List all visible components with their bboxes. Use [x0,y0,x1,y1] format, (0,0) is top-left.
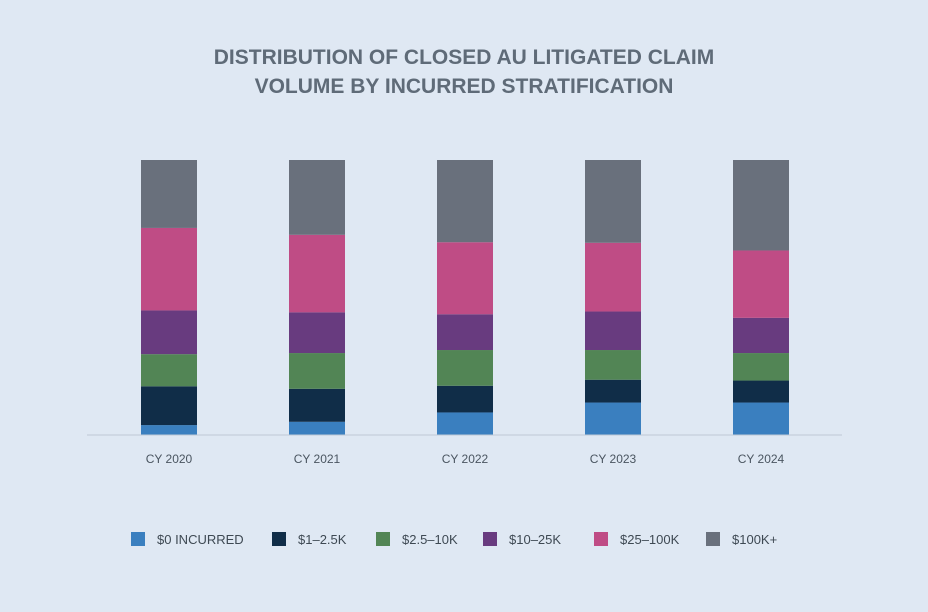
x-tick-label: CY 2020 [146,452,193,466]
bar-segment-cy-2024-series-5 [733,160,789,251]
bar-segment-cy-2023-series-1 [585,379,641,403]
legend-swatch [272,532,286,546]
bar-segment-cy-2020-series-2 [141,354,197,387]
legend-swatch [594,532,608,546]
legend-label: $25–100K [620,532,680,547]
x-tick-label: CY 2021 [294,452,341,466]
bar-segment-cy-2024-series-4 [733,250,789,318]
legend-swatch [376,532,390,546]
bar-segment-cy-2020-series-3 [141,310,197,355]
bar-segment-cy-2022-series-4 [437,242,493,315]
legend-swatch [131,532,145,546]
bars [141,160,789,435]
bar-segment-cy-2022-series-5 [437,160,493,243]
bar-segment-cy-2023-series-3 [585,311,641,351]
legend: $0 INCURRED $1–2.5K $2.5–10K $10–25K $25–100… [131,532,777,547]
bar-segment-cy-2020-series-1 [141,386,197,426]
x-tick-label: CY 2024 [738,452,785,466]
bar-segment-cy-2024-series-1 [733,380,789,403]
bar-segment-cy-2021-series-4 [289,234,345,313]
x-tick-label: CY 2023 [590,452,637,466]
legend-swatch [706,532,720,546]
bar-segment-cy-2021-series-5 [289,160,345,235]
bar-segment-cy-2023-series-4 [585,242,641,312]
x-tick-label: CY 2022 [442,452,489,466]
bar-segment-cy-2022-series-3 [437,314,493,351]
bar-segment-cy-2024-series-2 [733,353,789,381]
legend-label: $100K+ [732,532,777,547]
legend-label: $2.5–10K [402,532,458,547]
bar-segment-cy-2022-series-0 [437,412,493,435]
legend-label: $10–25K [509,532,561,547]
chart-title-line-2: VOLUME BY INCURRED STRATIFICATION [255,75,674,98]
bar-segment-cy-2021-series-0 [289,421,345,435]
bar-segment-cy-2021-series-3 [289,312,345,354]
legend-swatch [483,532,497,546]
bar-segment-cy-2021-series-2 [289,353,345,389]
legend-label: $0 INCURRED [157,532,244,547]
bar-segment-cy-2024-series-0 [733,402,789,435]
bar-segment-cy-2021-series-1 [289,388,345,422]
bar-segment-cy-2023-series-5 [585,160,641,243]
bar-segment-cy-2022-series-2 [437,350,493,386]
bar-segment-cy-2023-series-0 [585,402,641,435]
chart-title-line-1: DISTRIBUTION OF CLOSED AU LITIGATED CLAI… [214,46,714,69]
bar-segment-cy-2022-series-1 [437,385,493,413]
bar-segment-cy-2020-series-0 [141,425,197,435]
legend-label: $1–2.5K [298,532,347,547]
bar-segment-cy-2024-series-3 [733,317,789,354]
x-axis-tick-labels: CY 2020 CY 2021 CY 2022 CY 2023 CY 2024 [146,452,785,466]
bar-segment-cy-2023-series-2 [585,350,641,380]
bar-segment-cy-2020-series-4 [141,227,197,311]
bar-segment-cy-2020-series-5 [141,160,197,228]
